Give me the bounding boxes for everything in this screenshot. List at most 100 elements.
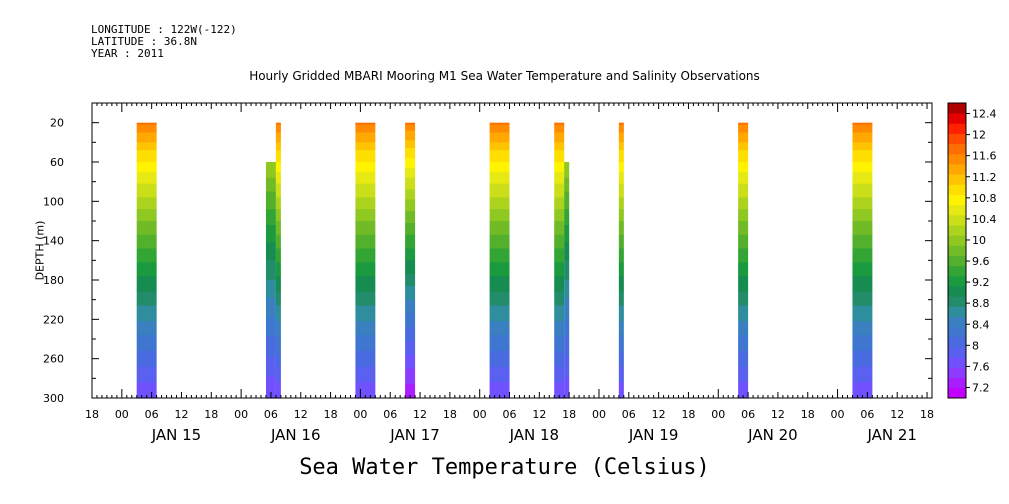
bar-cell [489, 150, 510, 153]
observation-bar [355, 122, 376, 399]
bar-cell [275, 321, 281, 324]
bar-cell [275, 311, 281, 315]
bar-cell [554, 390, 565, 393]
bar-cell [618, 278, 624, 281]
bar-cell [275, 244, 281, 248]
bar-cell [275, 213, 281, 216]
bar-cell [489, 321, 510, 324]
bar-cell [738, 189, 749, 193]
x-hour-label: 06 [860, 408, 874, 421]
bar-cell [554, 175, 565, 179]
bar-cell [554, 368, 565, 372]
bar-cell [136, 246, 157, 250]
bar-cell [275, 380, 281, 383]
bar-cell [136, 266, 157, 269]
bar-cell [489, 272, 510, 275]
bar-cell [136, 303, 157, 307]
bar-cell [738, 378, 749, 381]
bar-cell [564, 309, 570, 313]
bar-cell [554, 224, 565, 228]
bar-cell [265, 276, 276, 279]
bar-cell [554, 160, 565, 163]
x-hour-label: 18 [681, 408, 695, 421]
bar-cell [852, 169, 873, 173]
bar-cell [852, 258, 873, 261]
bar-cell [275, 264, 281, 267]
bar-cell [405, 177, 416, 181]
bar-cell [738, 299, 749, 303]
bar-cell [489, 344, 510, 348]
bar-cell [554, 238, 565, 242]
bar-cell [618, 132, 624, 136]
observation-bar [564, 162, 570, 399]
bar-cell [136, 144, 157, 147]
bar-cell [554, 221, 565, 224]
bar-cell [618, 368, 624, 372]
bar-cell [738, 142, 749, 145]
bar-cell [554, 354, 565, 358]
bar-cell [564, 234, 570, 238]
colorbar-label: 9.6 [972, 255, 990, 268]
observation-bar [136, 122, 157, 399]
bar-cell [554, 132, 565, 136]
bar-cell [136, 354, 157, 358]
bar-cell [554, 327, 565, 330]
bar-cell [275, 154, 281, 157]
bar-cell [489, 303, 510, 307]
bar-cell [564, 392, 570, 395]
bar-cell [738, 199, 749, 202]
bar-cell [136, 173, 157, 177]
bar-cell [564, 303, 570, 307]
bar-cell [564, 374, 570, 377]
bar-cell [738, 242, 749, 246]
bar-cell [275, 158, 281, 161]
bar-cell [265, 268, 276, 271]
bar-cell [136, 215, 157, 218]
bar-cell [564, 183, 570, 187]
bar-cell [275, 201, 281, 204]
bar-cell [355, 130, 376, 134]
bar-cell [564, 305, 570, 309]
bar-cell [852, 226, 873, 230]
bar-cell [852, 386, 873, 389]
bar-cell [554, 189, 565, 193]
bar-cell [275, 281, 281, 285]
bar-cell [355, 246, 376, 250]
bar-cell [564, 293, 570, 297]
bar-cell [852, 262, 873, 265]
x-day-label: JAN 20 [747, 426, 798, 444]
bar-cell [265, 236, 276, 240]
bar-cell [852, 376, 873, 379]
bar-cell [489, 144, 510, 147]
bar-cell [564, 368, 570, 372]
bar-cell [355, 278, 376, 281]
bar-cell [564, 226, 570, 230]
bar-cell [275, 360, 281, 364]
bar-cell [136, 138, 157, 141]
bar-cell [275, 226, 281, 230]
bar-cell [852, 283, 873, 287]
bar-cell [738, 234, 749, 238]
bar-cell [618, 128, 624, 132]
bar-cell [618, 370, 624, 374]
bar-cell [355, 287, 376, 291]
bar-cell [136, 254, 157, 257]
bar-cell [738, 285, 749, 289]
colorbar-swatch [948, 164, 966, 175]
bar-cell [852, 348, 873, 352]
bar-cell [618, 230, 624, 234]
bar-cell [405, 301, 416, 305]
bar-cell [554, 301, 565, 305]
bar-cell [852, 248, 873, 252]
bar-cell [355, 274, 376, 277]
bar-cell [355, 360, 376, 364]
bar-cell [738, 342, 749, 346]
bar-cell [355, 380, 376, 383]
bar-cell [618, 193, 624, 197]
bar-cell [355, 244, 376, 248]
bar-cell [618, 301, 624, 305]
bar-cell [489, 315, 510, 318]
bar-cell [355, 342, 376, 346]
bar-cell [618, 344, 624, 348]
bar-cell [265, 356, 276, 360]
